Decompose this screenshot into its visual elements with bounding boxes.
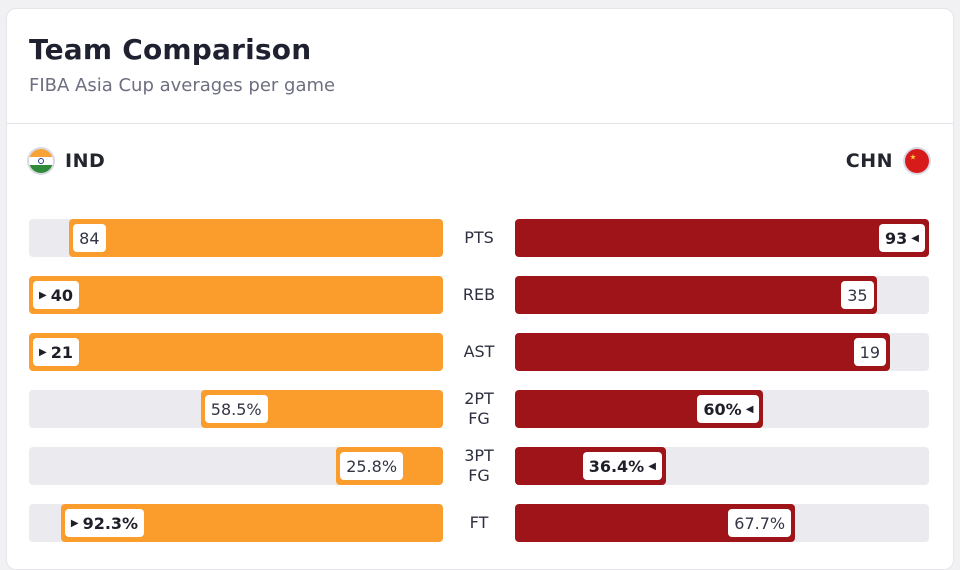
left-value: 84 (79, 228, 100, 248)
leader-arrow-icon: ▶ (70, 517, 79, 529)
stat-label: REB (462, 285, 496, 304)
right-bar-fill (515, 219, 929, 257)
stat-label: 2PT FG (464, 389, 494, 428)
left-bar-track: 25.8% (29, 447, 443, 485)
china-flag-icon (905, 149, 929, 173)
team-right-code: CHN (845, 150, 893, 172)
stat-row: 58.5% 2PT FG 60% ◀ (7, 389, 953, 430)
stat-row: ▶ 21 AST 19 (7, 333, 953, 373)
right-value: 67.7% (734, 513, 786, 533)
left-value-pill: 25.8% (340, 452, 404, 480)
right-bar-fill (515, 333, 890, 371)
leader-arrow-icon: ◀ (648, 460, 656, 472)
right-value-pill: 36.4% ◀ (582, 452, 662, 480)
card-title: Team Comparison (29, 33, 312, 66)
left-value: 92.3% (82, 513, 139, 533)
leader-arrow-icon: ▶ (39, 346, 47, 358)
stat-label: 3PT FG (464, 446, 494, 485)
leader-arrow-icon: ▶ (39, 289, 47, 301)
stat-row: ▶ 40 REB 35 (7, 276, 953, 316)
left-bar-track: 58.5% (29, 390, 443, 428)
stat-row: ▶ 92.3% FT 67.7% (7, 504, 953, 544)
right-value-pill: 60% ◀ (697, 395, 760, 423)
india-flag-icon (29, 149, 53, 173)
left-bar-fill (69, 219, 443, 257)
left-bar-track: ▶ 40 (29, 276, 443, 314)
right-value: 19 (859, 342, 881, 362)
right-bar-track: 67.7% (515, 504, 929, 542)
stat-row: 84 PTS 93 ◀ (7, 219, 953, 259)
right-value: 36.4% (588, 456, 645, 476)
stat-row: 25.8% 3PT FG 36.4% ◀ (7, 446, 953, 487)
leader-arrow-icon: ◀ (745, 403, 754, 415)
left-bar-track: ▶ 21 (29, 333, 443, 371)
right-bar-track: 93 ◀ (515, 219, 929, 257)
stat-label: PTS (464, 228, 494, 247)
right-value: 93 (885, 228, 908, 248)
card-header: Team Comparison FIBA Asia Cup averages p… (7, 9, 953, 124)
right-value: 60% (703, 399, 742, 419)
left-value-pill: ▶ 21 (33, 338, 79, 366)
right-bar-track: 35 (515, 276, 929, 314)
left-bar-track: 84 (29, 219, 443, 257)
right-value: 35 (847, 285, 868, 305)
left-value: 40 (50, 285, 73, 305)
team-left-code: IND (65, 150, 106, 172)
team-right: CHN (846, 149, 929, 173)
left-bar-fill (29, 276, 443, 314)
left-value-pill: 84 (73, 224, 106, 252)
stat-label: AST (463, 342, 495, 361)
right-value-pill: 93 ◀ (879, 224, 925, 252)
right-bar-fill (515, 276, 878, 314)
left-value-pill: 58.5% (204, 395, 268, 423)
right-value-pill: 67.7% (728, 509, 792, 537)
right-bar-track: 60% ◀ (515, 390, 929, 428)
left-bar-track: ▶ 92.3% (29, 504, 443, 542)
stat-label: FT (469, 513, 489, 532)
right-bar-track: 36.4% ◀ (515, 447, 929, 485)
team-comparison-card: Team Comparison FIBA Asia Cup averages p… (6, 8, 954, 570)
left-value: 58.5% (210, 399, 262, 419)
leader-arrow-icon: ◀ (911, 232, 919, 244)
left-value: 25.8% (346, 456, 398, 476)
right-value-pill: 19 (853, 338, 887, 366)
left-bar-fill (29, 333, 443, 371)
team-left: IND (29, 149, 105, 173)
card-subtitle: FIBA Asia Cup averages per game (29, 75, 336, 96)
left-value: 21 (50, 342, 73, 362)
right-bar-track: 19 (515, 333, 929, 371)
left-value-pill: ▶ 92.3% (64, 509, 145, 537)
right-value-pill: 35 (841, 281, 874, 309)
left-value-pill: ▶ 40 (33, 281, 79, 309)
